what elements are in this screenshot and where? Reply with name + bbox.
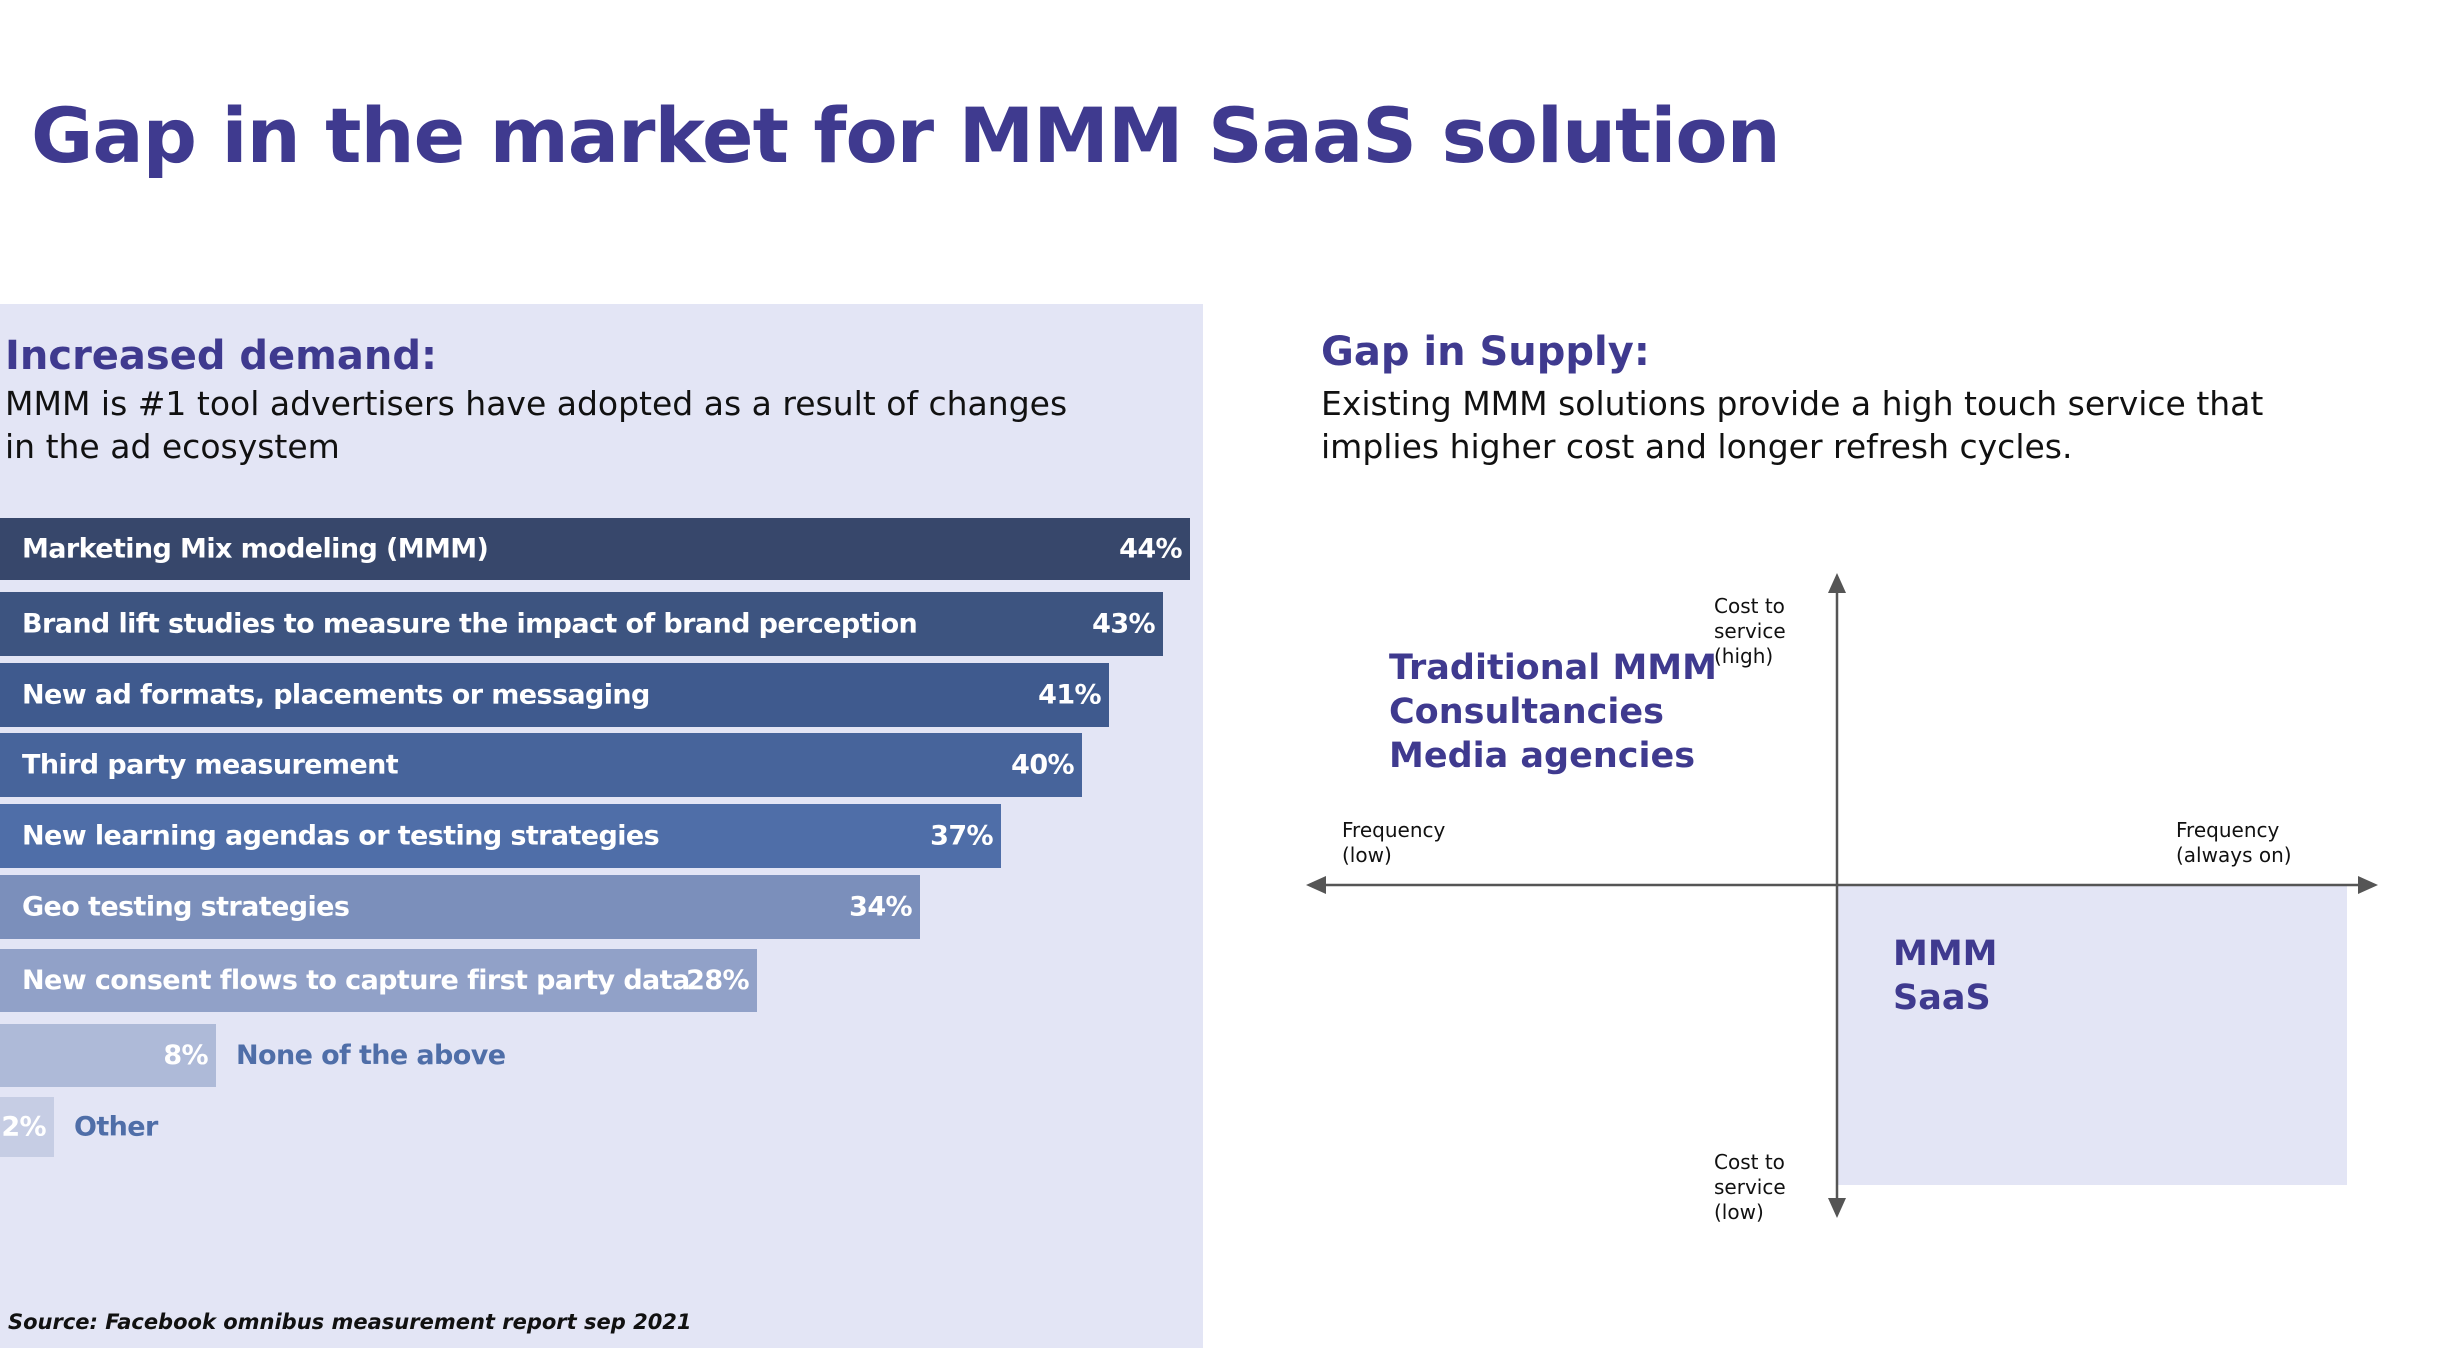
bar-value-label: 28% xyxy=(686,965,749,996)
y-axis-bottom-arrow xyxy=(1828,1198,1846,1218)
bar-row: Other 2% xyxy=(0,1097,160,1157)
bar-category-label: Other xyxy=(74,1112,159,1143)
bar-row: New consent flows to capture first party… xyxy=(0,949,757,1012)
bar-category-label: New consent flows to capture first party… xyxy=(22,965,690,996)
bar-category-label: Third party measurement xyxy=(22,750,399,781)
bar xyxy=(0,875,920,939)
bar-value-label: 8% xyxy=(163,1040,208,1071)
bar-value-label: 34% xyxy=(849,892,912,923)
bar-category-label: Geo testing strategies xyxy=(22,892,349,923)
saas-highlight-box xyxy=(1838,885,2347,1185)
bar xyxy=(0,663,1109,727)
y-axis-top-arrow xyxy=(1828,573,1846,593)
bar-value-label: 41% xyxy=(1038,680,1101,711)
bar-row: Third party measurement 40% xyxy=(0,733,1082,797)
traditional-provider: Consultancies xyxy=(1389,692,1664,732)
traditional-providers-label: Traditional MMM Consultancies Media agen… xyxy=(1389,646,1717,778)
bar-row: Brand lift studies to measure the impact… xyxy=(0,592,1163,656)
supply-heading: Gap in Supply: xyxy=(1321,329,1650,375)
bar-value-label: 2% xyxy=(1,1112,46,1143)
supply-description: Existing MMM solutions provide a high to… xyxy=(1321,384,2264,466)
bar-category-label: None of the above xyxy=(236,1040,505,1071)
demand-description: MMM is #1 tool advertisers have adopted … xyxy=(5,384,1068,466)
bar xyxy=(0,592,1163,656)
quadrant-axes xyxy=(1306,573,2378,1218)
saas-quadrant-label: MMM SaaS xyxy=(1893,932,1998,1020)
bar-category-label: New ad formats, placements or messaging xyxy=(22,680,650,711)
x-axis-right-arrow xyxy=(2358,876,2378,894)
bar-row: New ad formats, placements or messaging 4… xyxy=(0,663,1109,727)
y-axis-bottom-label: Cost to service (low) xyxy=(1714,1150,1786,1224)
saas-label-line: MMM xyxy=(1893,934,1998,974)
demand-heading: Increased demand: xyxy=(5,333,437,379)
bar xyxy=(0,949,757,1012)
bar-value-label: 44% xyxy=(1119,534,1182,565)
bar-category-label: Brand lift studies to measure the impact… xyxy=(22,609,917,640)
bar xyxy=(0,804,1001,868)
traditional-provider: Media agencies xyxy=(1389,736,1696,776)
bar xyxy=(0,1024,216,1087)
bar xyxy=(0,1097,54,1157)
bar-value-label: 37% xyxy=(930,821,993,852)
x-axis-left-label: Frequency (low) xyxy=(1342,818,1446,867)
x-axis-right-label: Frequency (always on) xyxy=(2176,818,2292,867)
x-axis-left-arrow xyxy=(1306,876,1326,894)
bar-row: Geo testing strategies 34% xyxy=(0,875,920,939)
bar xyxy=(0,518,1190,580)
survey-bar-chart: Marketing Mix modeling (MMM) 44% Brand lif… xyxy=(0,518,1190,1157)
traditional-provider: Traditional MMM xyxy=(1389,648,1717,688)
bar-value-label: 43% xyxy=(1092,609,1155,640)
bar-row: None of the above 8% xyxy=(0,1024,506,1087)
saas-label-line: SaaS xyxy=(1893,978,1991,1018)
slide-title: Gap in the market for MMM SaaS solution xyxy=(31,91,1781,180)
bar-category-label: Marketing Mix modeling (MMM) xyxy=(22,534,488,565)
bar-category-label: New learning agendas or testing strategi… xyxy=(22,821,659,852)
bar-value-label: 40% xyxy=(1011,750,1074,781)
y-axis-top-label: Cost to service (high) xyxy=(1714,594,1786,668)
source-note: Source: Facebook omnibus measurement rep… xyxy=(8,1310,692,1334)
bar xyxy=(0,733,1082,797)
bar-row: Marketing Mix modeling (MMM) 44% xyxy=(0,518,1190,580)
cost-frequency-quadrant: Cost to service (high) Cost to service (… xyxy=(1300,540,2380,1240)
bar-row: New learning agendas or testing strategi… xyxy=(0,804,1001,868)
